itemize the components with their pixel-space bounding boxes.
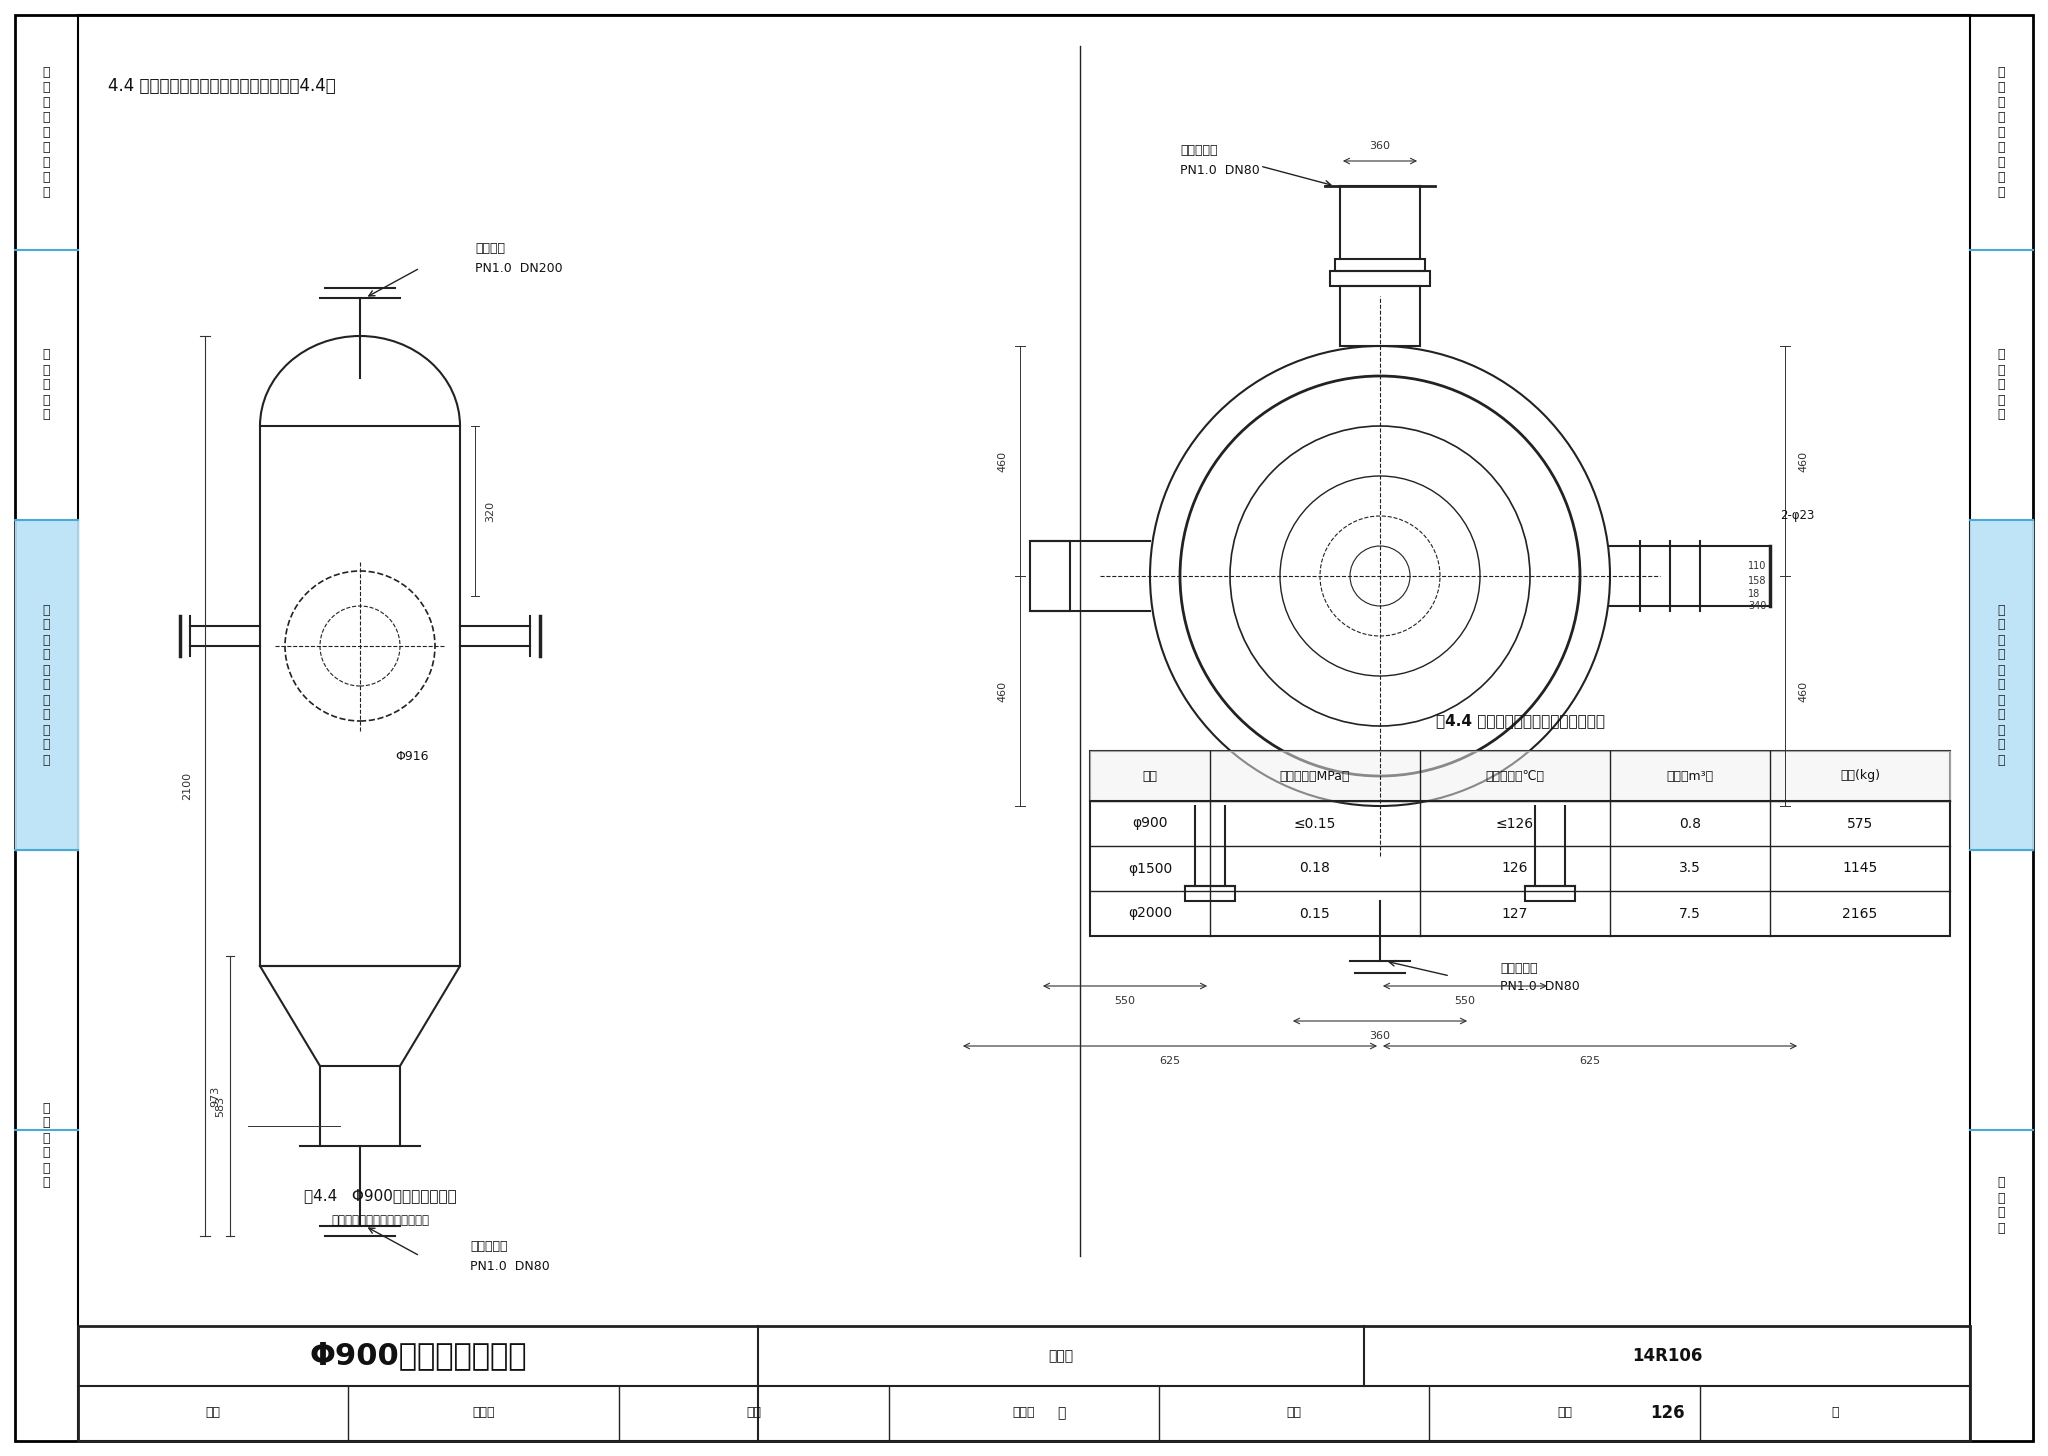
Bar — [1186, 887, 1235, 901]
Text: Φ900定期排污扩容器: Φ900定期排污扩容器 — [309, 1341, 526, 1370]
Text: φ1500: φ1500 — [1128, 862, 1171, 875]
Text: 烟
风
道
附
件: 烟 风 道 附 件 — [1997, 348, 2005, 421]
Bar — [1335, 259, 1425, 271]
Text: 容积（m³）: 容积（m³） — [1667, 770, 1714, 782]
Text: 550: 550 — [1114, 996, 1135, 1006]
Text: φ2000: φ2000 — [1128, 907, 1171, 920]
Text: 340: 340 — [1749, 601, 1765, 612]
Text: 工
程
实
例: 工 程 实 例 — [1997, 1176, 2005, 1235]
Text: 575: 575 — [1847, 817, 1874, 830]
Text: PN1.0  DN80: PN1.0 DN80 — [469, 1259, 549, 1273]
Text: 排污水入口: 排污水入口 — [1180, 144, 1217, 157]
Text: ≤0.15: ≤0.15 — [1294, 817, 1335, 830]
Text: 18: 18 — [1749, 590, 1759, 598]
Text: 583: 583 — [215, 1095, 225, 1117]
Text: 1145: 1145 — [1843, 862, 1878, 875]
Text: 图4.4   Φ900定期排污扩容器: 图4.4 Φ900定期排污扩容器 — [303, 1188, 457, 1204]
Text: 校对: 校对 — [745, 1406, 762, 1420]
Bar — [78, 1326, 1970, 1441]
Text: 2100: 2100 — [182, 772, 193, 799]
Text: 工作压力（MPa）: 工作压力（MPa） — [1280, 770, 1350, 782]
Text: 320: 320 — [485, 501, 496, 521]
Text: 625: 625 — [1579, 1056, 1602, 1066]
Bar — [1090, 751, 1950, 936]
Text: φ900: φ900 — [1133, 817, 1167, 830]
Text: 3.5: 3.5 — [1679, 862, 1702, 875]
Bar — [260, 427, 461, 965]
Text: 0.18: 0.18 — [1300, 862, 1331, 875]
Text: 排
污
降
温
池
与
排
污
扩
容
器: 排 污 降 温 池 与 排 污 扩 容 器 — [43, 603, 51, 766]
Text: 7.5: 7.5 — [1679, 907, 1702, 920]
Text: 158: 158 — [1749, 577, 1767, 585]
Text: 126: 126 — [1501, 862, 1528, 875]
Text: 4.4 定期排污扩容器（规格性能参数见表4.4）: 4.4 定期排污扩容器（规格性能参数见表4.4） — [109, 77, 336, 95]
Text: 烟
风
道
附
件: 烟 风 道 附 件 — [43, 348, 51, 421]
Text: 126: 126 — [1651, 1404, 1683, 1423]
Text: 550: 550 — [1454, 996, 1475, 1006]
Text: 注：排污水经水位调节阀排放。: 注：排污水经水位调节阀排放。 — [332, 1214, 428, 1227]
Text: 973: 973 — [211, 1085, 219, 1107]
Text: 0.15: 0.15 — [1300, 907, 1331, 920]
Text: PN1.0  DN80: PN1.0 DN80 — [1499, 980, 1579, 993]
Bar — [1329, 271, 1430, 285]
Text: 排
污
降
温
池
与
排
污
扩
容
器: 排 污 降 温 池 与 排 污 扩 容 器 — [1997, 603, 2005, 766]
Text: 典
型
程
序
案
例: 典 型 程 序 案 例 — [43, 1102, 51, 1190]
Text: 蒸汽出口: 蒸汽出口 — [475, 242, 506, 255]
Bar — [1526, 887, 1575, 901]
Text: 审核: 审核 — [205, 1406, 221, 1420]
Bar — [1339, 285, 1419, 347]
Text: 重量(kg): 重量(kg) — [1839, 770, 1880, 782]
Text: 页: 页 — [1831, 1406, 1839, 1420]
Text: 左贤鑫: 左贤鑫 — [1014, 1406, 1034, 1420]
Text: 110: 110 — [1749, 561, 1765, 571]
Text: 排污水入口: 排污水入口 — [1499, 962, 1538, 976]
Text: 625: 625 — [1159, 1056, 1180, 1066]
Text: 排污水出口: 排污水出口 — [469, 1239, 508, 1252]
Text: 360: 360 — [1370, 141, 1391, 151]
Text: 460: 460 — [997, 680, 1008, 702]
Text: Φ916: Φ916 — [395, 750, 428, 763]
Text: 2165: 2165 — [1843, 907, 1878, 920]
Text: 图集号: 图集号 — [1049, 1350, 1073, 1363]
Text: 郑兆祥: 郑兆祥 — [473, 1406, 496, 1420]
Text: 杨波: 杨波 — [1556, 1406, 1573, 1420]
Text: 460: 460 — [997, 450, 1008, 472]
Text: 360: 360 — [1370, 1031, 1391, 1041]
Text: 热
力
管
道
自
然
热
补
偿: 热 力 管 道 自 然 热 补 偿 — [43, 66, 51, 199]
Text: 460: 460 — [1798, 680, 1808, 702]
Text: ≤126: ≤126 — [1495, 817, 1534, 830]
Text: 14R106: 14R106 — [1632, 1347, 1702, 1366]
Text: PN1.0  DN80: PN1.0 DN80 — [1180, 165, 1260, 178]
Text: 2-φ23: 2-φ23 — [1780, 510, 1815, 523]
Text: 工作温度（℃）: 工作温度（℃） — [1485, 770, 1544, 782]
Text: 设计: 设计 — [1286, 1406, 1303, 1420]
Text: PN1.0  DN200: PN1.0 DN200 — [475, 262, 563, 275]
Text: 热
力
管
道
自
然
热
补
偿: 热 力 管 道 自 然 热 补 偿 — [1997, 66, 2005, 199]
Bar — [1030, 542, 1069, 612]
Text: 0.8: 0.8 — [1679, 817, 1702, 830]
Text: 460: 460 — [1798, 450, 1808, 472]
Text: 规格: 规格 — [1143, 770, 1157, 782]
Text: 页: 页 — [1057, 1406, 1065, 1420]
Text: 127: 127 — [1501, 907, 1528, 920]
Text: 表4.4 锅炉定期排污扩容器规格性能表: 表4.4 锅炉定期排污扩容器规格性能表 — [1436, 713, 1604, 728]
